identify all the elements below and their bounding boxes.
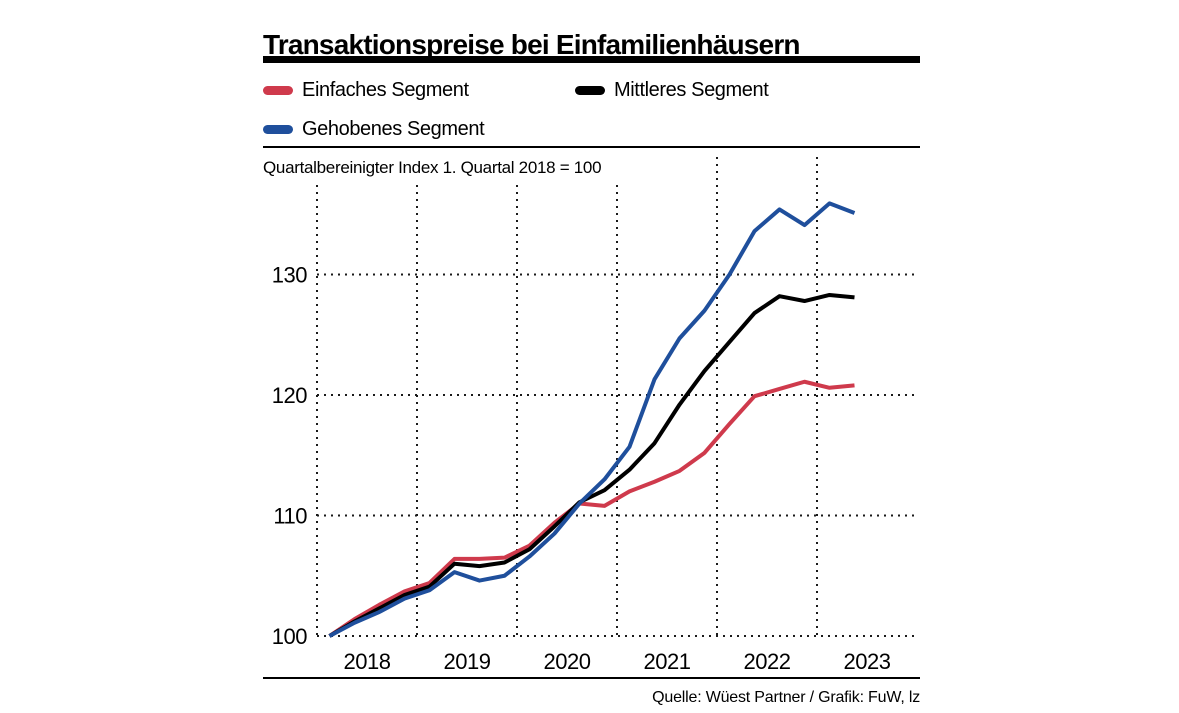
legend-label-gehobenes: Gehobenes Segment bbox=[302, 117, 485, 140]
x-tick-label: 2019 bbox=[444, 649, 491, 674]
y-tick-label: 110 bbox=[273, 504, 307, 529]
x-tick-label: 2020 bbox=[544, 649, 591, 674]
footer-divider bbox=[263, 677, 920, 679]
legend-swatch-mittleres-icon bbox=[575, 85, 605, 95]
series-line-gehobenes-segment bbox=[328, 201, 856, 638]
y-tick-label: 130 bbox=[272, 263, 307, 288]
legend-label-einfaches: Einfaches Segment bbox=[302, 78, 469, 101]
chart-title: Transaktionspreise bei Einfamilienhäuser… bbox=[263, 28, 801, 60]
y-tick-label: 100 bbox=[272, 624, 307, 649]
legend-item-mittleres-segment: Mittleres Segment bbox=[575, 78, 769, 102]
title-divider bbox=[263, 56, 920, 63]
legend-swatch-einfaches-icon bbox=[263, 85, 293, 95]
legend-label-mittleres: Mittleres Segment bbox=[614, 78, 769, 101]
x-tick-label: 2023 bbox=[844, 649, 891, 674]
y-tick-label: 120 bbox=[272, 383, 307, 408]
x-tick-label: 2021 bbox=[644, 649, 691, 674]
series-line-mittleres-segment bbox=[328, 292, 855, 638]
legend-item-einfaches-segment: Einfaches Segment bbox=[263, 78, 469, 102]
x-tick-label: 2022 bbox=[744, 649, 791, 674]
source-credit: Quelle: Wüest Partner / Grafik: FuW, lz bbox=[652, 689, 920, 706]
legend-swatch-gehobenes-icon bbox=[263, 124, 293, 134]
chart-subtitle: Quartalbereinigter Index 1. Quartal 2018… bbox=[263, 156, 608, 180]
legend-divider bbox=[263, 146, 920, 148]
legend-item-gehobenes-segment: Gehobenes Segment bbox=[263, 117, 485, 141]
x-tick-label: 2018 bbox=[344, 649, 391, 674]
series-line-einfaches-segment bbox=[328, 379, 855, 638]
